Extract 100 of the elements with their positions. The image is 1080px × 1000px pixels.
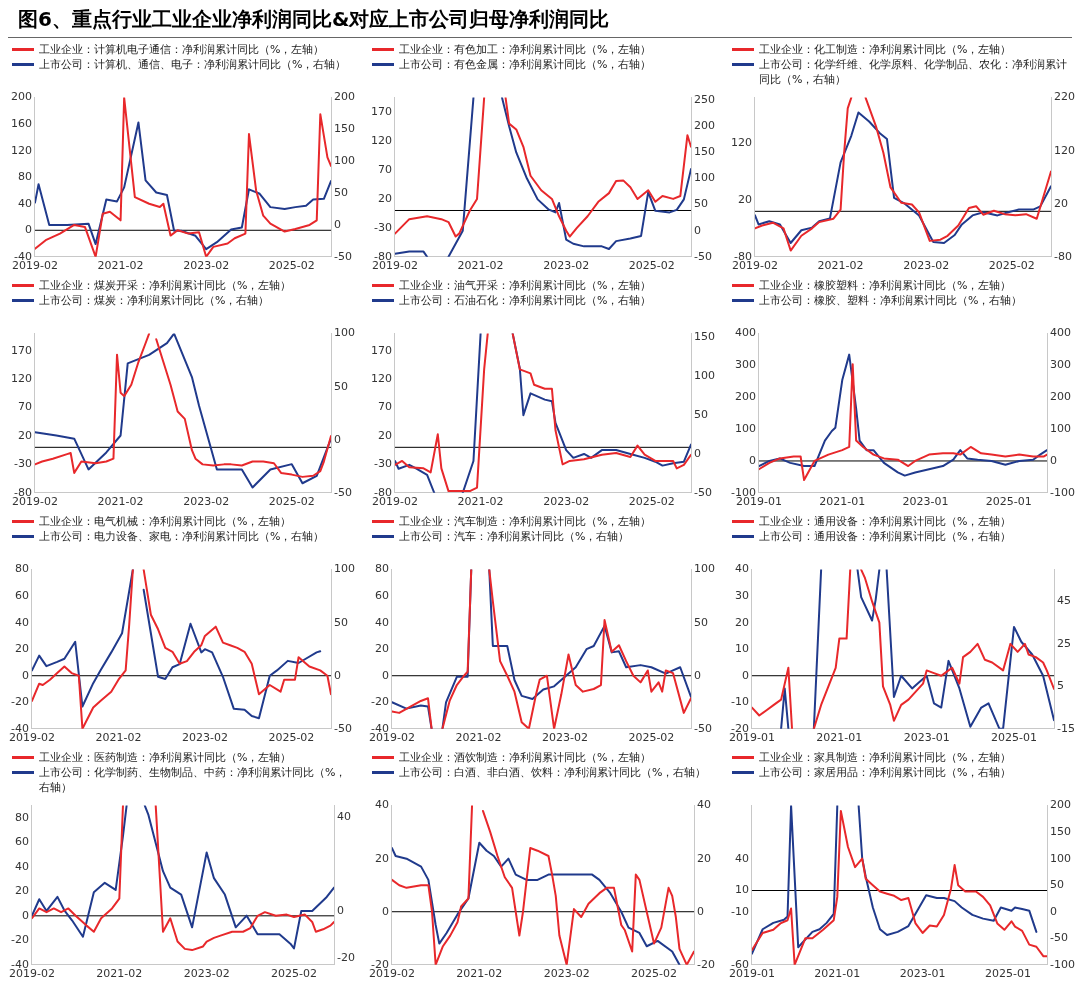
y2-tick-label: 0: [334, 217, 341, 231]
x-tick-label: 2019-01: [729, 731, 775, 745]
y-tick-label: 0: [381, 904, 389, 918]
x-tick-label: 2021-02: [457, 495, 504, 509]
legend-label: 工业企业：汽车制造：净利润累计同比（%，左轴）: [399, 514, 652, 529]
y2-tick-label: 100: [694, 369, 715, 383]
y-tick-label: 20: [18, 428, 32, 442]
x-tick-label: 2021-02: [455, 731, 502, 745]
x-tick-label: 2019-02: [369, 731, 415, 745]
y2-tick-label: 0: [694, 223, 701, 237]
y-tick-label: 40: [734, 851, 749, 865]
y2-tick-label: 0: [694, 668, 701, 682]
legend-label: 工业企业：化工制造：净利润累计同比（%，左轴）: [759, 42, 1012, 57]
y-tick-label: 20: [378, 428, 392, 442]
y2-tick-label: 0: [697, 904, 705, 918]
y-tick-label: 40: [374, 615, 389, 629]
y2-tick-label: 50: [1050, 878, 1065, 892]
legend-label: 工业企业：煤炭开采：净利润累计同比（%，左轴）: [39, 278, 292, 293]
x-tick-label: 2025-02: [271, 967, 317, 981]
y2-tick-label: 300: [1050, 358, 1072, 372]
x-tick-label: 2023-01: [903, 731, 950, 745]
legend-label: 上市公司：有色金属：净利润累计同比（%，右轴）: [399, 57, 652, 72]
y-tick-label: 160: [11, 116, 32, 130]
legend-label: 上市公司：计算机、通信、电子：净利润累计同比（%，右轴）: [39, 57, 347, 72]
legend-label: 上市公司：电力设备、家电：净利润累计同比（%，右轴）: [39, 529, 325, 544]
y-tick-label: 20: [374, 642, 389, 656]
y-tick-label: 120: [11, 143, 32, 157]
y2-tick-label: -50: [334, 249, 352, 263]
x-tick-label: 2023-02: [181, 731, 228, 745]
x-tick-label: 2025-02: [628, 495, 675, 509]
y2-tick-label: 100: [1050, 421, 1072, 435]
y2-tick-label: 150: [694, 330, 715, 344]
x-tick-label: 2019-02: [732, 259, 778, 273]
y-tick-label: 120: [731, 135, 752, 149]
y-tick-label: 80: [18, 170, 32, 184]
y-tick-label: 80: [14, 810, 29, 824]
x-tick-label: 2025-02: [988, 259, 1035, 273]
y-tick-label: 60: [14, 588, 29, 602]
y2-tick-label: 200: [1050, 798, 1072, 812]
y2-tick-label: 50: [694, 197, 708, 211]
y2-tick-label: -100: [1050, 485, 1075, 499]
x-tick-label: 2019-02: [372, 259, 418, 273]
y-tick-label: 10: [734, 642, 749, 656]
x-tick-label: 2021-02: [95, 731, 142, 745]
y2-tick-label: 20: [1054, 196, 1068, 210]
y2-tick-label: -80: [1054, 249, 1072, 263]
y2-tick-label: 100: [334, 326, 355, 340]
x-tick-label: 2019-02: [12, 495, 58, 509]
y2-tick-label: -15: [1057, 721, 1075, 735]
y2-tick-label: -50: [694, 721, 712, 735]
y-tick-label: -20: [371, 695, 389, 709]
y-tick-label: 20: [734, 615, 749, 629]
y-tick-label: 0: [21, 908, 29, 922]
y-tick-label: 300: [734, 358, 756, 372]
y2-tick-label: 400: [1050, 326, 1072, 340]
x-tick-label: 2025-02: [268, 259, 315, 273]
y2-tick-label: 250: [694, 93, 715, 107]
y-tick-label: 40: [14, 615, 29, 629]
x-tick-label: 2023-02: [541, 731, 588, 745]
y2-tick-label: 40: [337, 810, 352, 824]
y-tick-label: 40: [14, 859, 29, 873]
x-tick-label: 2023-02: [183, 495, 230, 509]
y-tick-label: 200: [734, 390, 756, 404]
y2-tick-label: 100: [694, 171, 715, 185]
y2-tick-label: -20: [697, 957, 715, 971]
x-tick-label: 2021-02: [457, 259, 504, 273]
y2-tick-label: 50: [334, 379, 348, 393]
legend-label: 工业企业：家具制造：净利润累计同比（%，左轴）: [759, 750, 1012, 765]
legend-label: 工业企业：电气机械：净利润累计同比（%，左轴）: [39, 514, 292, 529]
x-tick-label: 2025-02: [628, 259, 675, 273]
legend-label: 工业企业：油气开采：净利润累计同比（%，左轴）: [399, 278, 652, 293]
y-tick-label: 170: [11, 343, 32, 357]
y-tick-label: 0: [25, 223, 32, 237]
y-tick-label: -30: [374, 457, 392, 471]
y2-tick-label: 40: [697, 798, 712, 812]
x-tick-label: 2021-02: [96, 967, 143, 981]
legend-label: 工业企业：橡胶塑料：净利润累计同比（%，左轴）: [759, 278, 1012, 293]
y2-tick-label: 120: [1054, 143, 1075, 157]
y2-tick-label: -20: [337, 950, 355, 964]
y2-tick-label: 0: [337, 903, 345, 917]
x-tick-label: 2021-01: [816, 731, 863, 745]
legend-label: 上市公司：化学纤维、化学原料、化学制品、农化：净利润累计同比（%，右轴）: [759, 57, 1068, 87]
y-tick-label: 170: [371, 343, 392, 357]
y-tick-label: 0: [748, 453, 756, 467]
y-tick-label: 20: [14, 884, 29, 898]
x-tick-label: 2019-02: [372, 495, 418, 509]
y2-tick-label: 0: [1050, 904, 1058, 918]
y-tick-label: -30: [374, 220, 392, 234]
y-tick-label: -20: [11, 933, 29, 947]
y-tick-label: 170: [371, 104, 392, 118]
legend-label: 上市公司：化学制药、生物制品、中药：净利润累计同比（%，右轴）: [39, 765, 348, 795]
y2-tick-label: 0: [334, 668, 341, 682]
y-tick-label: 20: [738, 192, 752, 206]
x-tick-label: 2021-02: [97, 259, 144, 273]
y2-tick-label: 100: [1050, 851, 1072, 865]
x-tick-label: 2021-01: [819, 495, 866, 509]
y2-tick-label: 50: [334, 615, 348, 629]
y2-tick-label: 25: [1057, 636, 1072, 650]
x-tick-label: 2023-02: [903, 259, 950, 273]
y-tick-label: 200: [11, 90, 32, 104]
